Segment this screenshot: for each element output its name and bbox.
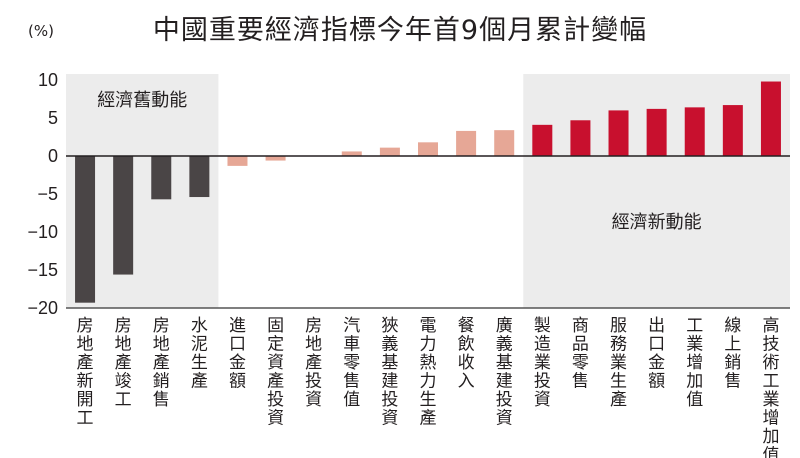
- bar: [379, 147, 400, 156]
- bar: [75, 156, 96, 303]
- bar: [151, 156, 172, 200]
- chart-title: 中國重要經濟指標今年首9個月累計變幅: [152, 15, 648, 46]
- bar: [722, 105, 743, 156]
- y-tick-label: −5: [37, 184, 58, 204]
- category-label: 製造業投資: [534, 316, 551, 410]
- category-label: 餐飲收入: [458, 316, 475, 392]
- y-tick-label: 10: [38, 70, 58, 90]
- category-label: 汽車零售值: [343, 316, 360, 410]
- bar: [608, 110, 629, 156]
- y-tick-label: −20: [27, 298, 58, 318]
- bar: [760, 81, 781, 156]
- bar: [265, 156, 286, 161]
- y-tick-label: 5: [48, 108, 58, 128]
- category-label: 狹義基建投資: [381, 316, 398, 429]
- bar: [418, 142, 438, 156]
- category-label: 出口金額: [648, 316, 665, 392]
- category-label: 商品零售: [572, 316, 589, 392]
- bar: [227, 156, 248, 166]
- y-axis-unit: (%): [28, 22, 54, 40]
- category-label: 房地產竣工: [115, 316, 132, 410]
- category-label: 進口金額: [229, 316, 246, 392]
- bar: [684, 107, 705, 156]
- category-label: 房地產投資: [305, 316, 322, 410]
- y-tick-label: 0: [48, 146, 58, 166]
- bar: [456, 130, 477, 156]
- category-label: 房地產新開工: [77, 316, 94, 429]
- category-label: 廣義基建投資: [496, 316, 513, 429]
- y-tick-label: −15: [27, 260, 58, 280]
- y-tick-label: −10: [27, 222, 58, 242]
- category-label: 固定資產投資: [267, 316, 284, 429]
- category-label: 電力熱力生產: [420, 316, 437, 429]
- bar: [532, 124, 553, 156]
- category-label: 工業增加值: [686, 316, 703, 410]
- category-label: 線上銷售: [724, 316, 741, 392]
- bar: [113, 156, 134, 275]
- region-label: 經濟新動能: [612, 212, 702, 233]
- bar: [341, 151, 362, 156]
- bar: [189, 156, 210, 198]
- region-label: 經濟舊動能: [97, 90, 187, 111]
- bar: [646, 108, 667, 156]
- bar: [570, 120, 591, 156]
- category-label: 房地產銷售: [153, 316, 170, 410]
- category-label: 高技術工業增加值: [762, 316, 779, 458]
- bar: [494, 130, 515, 156]
- category-label: 服務業生產: [610, 316, 627, 410]
- category-label: 水泥生產: [191, 316, 208, 392]
